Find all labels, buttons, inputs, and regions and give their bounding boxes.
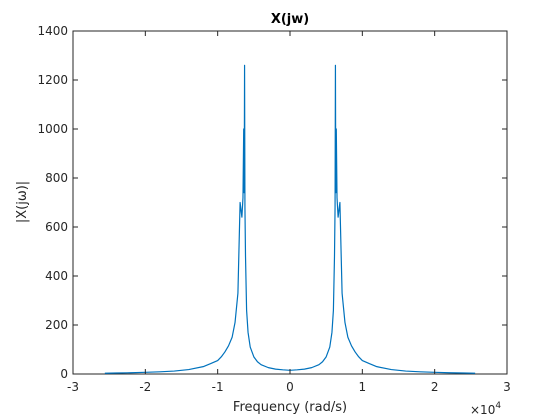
y-tick-label: 0	[60, 367, 68, 381]
x-axis-label: Frequency (rad/s)	[233, 400, 347, 415]
plot-area	[72, 30, 508, 375]
y-tick-label: 600	[45, 220, 68, 234]
x-tick-label: 0	[286, 380, 294, 394]
y-axis-ticks: 0 200 400 600 800 1000 1200 1400	[37, 24, 507, 381]
x-tick-label: 2	[431, 380, 439, 394]
x-tick-label: -3	[67, 380, 79, 394]
y-tick-label: 400	[45, 269, 68, 283]
x-axis-exponent: ×104	[470, 401, 501, 417]
y-tick-label: 1400	[37, 24, 68, 38]
x-tick-label: -1	[212, 380, 224, 394]
x-exponent-power: 4	[495, 401, 501, 411]
y-tick-label: 1200	[37, 73, 68, 87]
y-tick-label: 200	[45, 318, 68, 332]
x-tick-label: 1	[359, 380, 367, 394]
y-axis-label: |X(jω)|	[15, 181, 30, 223]
y-tick-label: 800	[45, 171, 68, 185]
chart-title: X(jw)	[271, 12, 309, 27]
x-axis-ticks: -3 -2 -1 0 1 2 3	[67, 31, 511, 394]
x-tick-label: -2	[139, 380, 151, 394]
x-exponent-base: ×10	[470, 403, 495, 417]
x-tick-label: 3	[503, 380, 511, 394]
y-tick-label: 1000	[37, 122, 68, 136]
